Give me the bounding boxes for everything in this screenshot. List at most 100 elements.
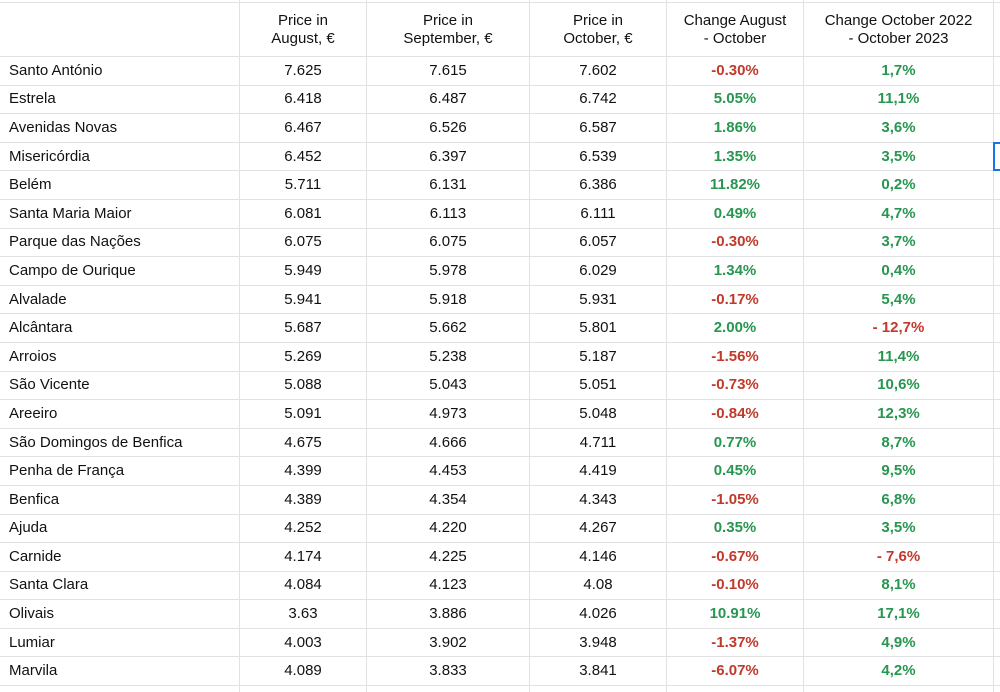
change-oct22-oct23-cell[interactable]: 11,4% — [804, 342, 994, 372]
change-aug-oct-cell[interactable]: -1.37% — [667, 628, 804, 658]
price-august-cell[interactable]: 7.625 — [240, 57, 367, 86]
district-name-cell[interactable]: Belém — [0, 171, 240, 200]
change-aug-oct-cell[interactable]: -0.10% — [667, 571, 804, 601]
header-price-august[interactable]: Price in August, € — [240, 3, 367, 57]
change-oct22-oct23-cell[interactable]: 12,3% — [804, 400, 994, 429]
header-change-oct22-oct23[interactable]: Change October 2022 - October 2023 — [804, 3, 994, 57]
price-august-cell[interactable]: 6.075 — [240, 228, 367, 258]
district-name-cell[interactable]: Parque das Nações — [0, 228, 240, 258]
price-september-cell[interactable]: 5.043 — [367, 371, 530, 401]
change-oct22-oct23-cell[interactable]: 9,5% — [804, 457, 994, 486]
change-aug-oct-cell[interactable]: 0.45% — [667, 457, 804, 486]
price-october-cell[interactable]: 5.187 — [530, 342, 667, 372]
district-name-cell[interactable]: Alvalade — [0, 285, 240, 315]
price-august-cell[interactable]: 6.467 — [240, 114, 367, 143]
price-october-cell[interactable]: 5.801 — [530, 314, 667, 343]
price-august-cell[interactable]: 5.269 — [240, 342, 367, 372]
district-name-cell[interactable]: Alcântara — [0, 314, 240, 343]
change-oct22-oct23-cell[interactable]: 3,7% — [804, 228, 994, 258]
price-september-cell[interactable]: 6.075 — [367, 228, 530, 258]
district-name-cell[interactable]: Benfica — [0, 485, 240, 515]
district-name-cell[interactable]: São Vicente — [0, 371, 240, 401]
district-name-cell[interactable]: Santo António — [0, 57, 240, 86]
district-name-cell[interactable]: Lumiar — [0, 628, 240, 658]
change-oct22-oct23-cell[interactable]: 1,7% — [804, 57, 994, 86]
price-october-cell[interactable]: 3.841 — [530, 657, 667, 687]
change-oct22-oct23-cell[interactable]: 0,2% — [804, 171, 994, 200]
price-august-cell[interactable]: 6.418 — [240, 85, 367, 115]
price-september-cell[interactable]: 3.886 — [367, 600, 530, 629]
change-aug-oct-cell[interactable]: -1.56% — [667, 342, 804, 372]
price-august-cell[interactable]: 5.088 — [240, 371, 367, 401]
district-name-cell[interactable]: Santa Clara — [0, 571, 240, 601]
price-october-cell[interactable]: 4.419 — [530, 457, 667, 486]
change-aug-oct-cell[interactable]: -0.30% — [667, 228, 804, 258]
price-august-cell[interactable]: 4.084 — [240, 571, 367, 601]
change-oct22-oct23-cell[interactable]: - 7,6% — [804, 543, 994, 572]
price-october-cell[interactable]: 4.026 — [530, 600, 667, 629]
change-oct22-oct23-cell[interactable]: 8,1% — [804, 571, 994, 601]
district-name-cell[interactable]: Campo de Ourique — [0, 257, 240, 286]
price-september-cell[interactable]: 3.902 — [367, 628, 530, 658]
change-aug-oct-cell[interactable]: -1.05% — [667, 485, 804, 515]
change-aug-oct-cell[interactable]: 5.05% — [667, 85, 804, 115]
district-name-cell[interactable]: Ajuda — [0, 514, 240, 544]
change-aug-oct-cell[interactable]: 2.00% — [667, 314, 804, 343]
change-oct22-oct23-cell[interactable]: 10,6% — [804, 371, 994, 401]
change-oct22-oct23-cell[interactable]: 4,9% — [804, 628, 994, 658]
price-august-cell[interactable]: 6.452 — [240, 142, 367, 172]
price-august-cell[interactable]: 4.003 — [240, 628, 367, 658]
change-aug-oct-cell[interactable]: 10.91% — [667, 600, 804, 629]
price-august-cell[interactable]: 4.252 — [240, 514, 367, 544]
change-oct22-oct23-cell[interactable]: 5,4% — [804, 285, 994, 315]
price-october-cell[interactable]: 5.931 — [530, 285, 667, 315]
price-october-cell[interactable]: 6.111 — [530, 199, 667, 229]
price-october-cell[interactable]: 4.711 — [530, 428, 667, 458]
price-october-cell[interactable]: 4.08 — [530, 571, 667, 601]
price-october-cell[interactable]: 6.742 — [530, 85, 667, 115]
price-september-cell[interactable]: 5.918 — [367, 285, 530, 315]
district-name-cell[interactable]: Estrela — [0, 85, 240, 115]
price-august-cell[interactable]: 4.089 — [240, 657, 367, 687]
price-september-cell[interactable]: 5.978 — [367, 257, 530, 286]
header-price-september[interactable]: Price in September, € — [367, 3, 530, 57]
price-august-cell[interactable]: 5.091 — [240, 400, 367, 429]
active-cell-border[interactable] — [993, 142, 1000, 171]
change-aug-oct-cell[interactable]: -0.30% — [667, 57, 804, 86]
price-september-cell[interactable]: 4.220 — [367, 514, 530, 544]
price-august-cell[interactable]: 5.687 — [240, 314, 367, 343]
change-oct22-oct23-cell[interactable]: 17,1% — [804, 600, 994, 629]
district-name-cell[interactable]: Marvila — [0, 657, 240, 687]
price-september-cell[interactable]: 5.238 — [367, 342, 530, 372]
price-october-cell[interactable]: 6.386 — [530, 171, 667, 200]
change-oct22-oct23-cell[interactable]: 3,5% — [804, 514, 994, 544]
district-name-cell[interactable]: Santa Maria Maior — [0, 199, 240, 229]
change-aug-oct-cell[interactable]: -0.67% — [667, 543, 804, 572]
price-september-cell[interactable]: 4.453 — [367, 457, 530, 486]
price-october-cell[interactable]: 4.343 — [530, 485, 667, 515]
price-october-cell[interactable]: 4.146 — [530, 543, 667, 572]
change-oct22-oct23-cell[interactable]: - 12,7% — [804, 314, 994, 343]
price-october-cell[interactable]: 4.267 — [530, 514, 667, 544]
price-october-cell[interactable]: 5.048 — [530, 400, 667, 429]
change-oct22-oct23-cell[interactable]: 3,5% — [804, 142, 994, 172]
price-september-cell[interactable]: 4.973 — [367, 400, 530, 429]
corner-header-cell[interactable] — [0, 3, 240, 57]
change-oct22-oct23-cell[interactable]: 0,4% — [804, 257, 994, 286]
price-august-cell[interactable]: 5.941 — [240, 285, 367, 315]
price-august-cell[interactable]: 4.399 — [240, 457, 367, 486]
district-name-cell[interactable]: Arroios — [0, 342, 240, 372]
change-aug-oct-cell[interactable]: -0.84% — [667, 400, 804, 429]
change-aug-oct-cell[interactable]: 1.35% — [667, 142, 804, 172]
change-aug-oct-cell[interactable]: -0.73% — [667, 371, 804, 401]
price-october-cell[interactable]: 6.587 — [530, 114, 667, 143]
price-september-cell[interactable]: 6.131 — [367, 171, 530, 200]
price-september-cell[interactable]: 4.225 — [367, 543, 530, 572]
header-price-october[interactable]: Price in October, € — [530, 3, 667, 57]
change-aug-oct-cell[interactable]: -0.17% — [667, 285, 804, 315]
change-oct22-oct23-cell[interactable]: 3,6% — [804, 114, 994, 143]
price-august-cell[interactable]: 4.174 — [240, 543, 367, 572]
price-august-cell[interactable]: 4.389 — [240, 485, 367, 515]
price-september-cell[interactable]: 4.666 — [367, 428, 530, 458]
price-august-cell[interactable]: 6.081 — [240, 199, 367, 229]
